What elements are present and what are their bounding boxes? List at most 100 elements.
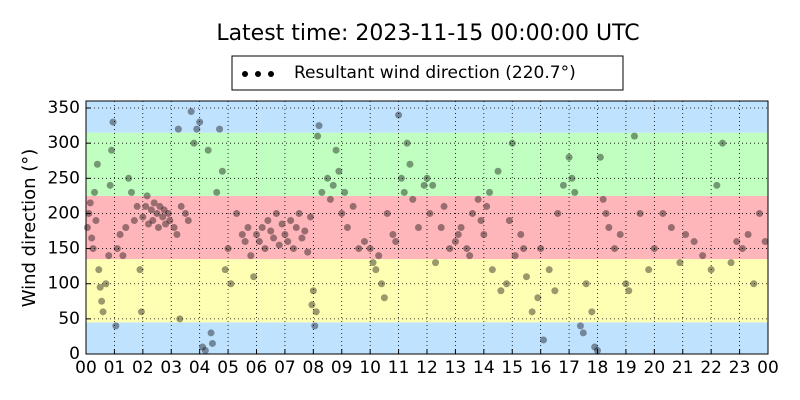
point — [139, 213, 147, 221]
point — [160, 206, 168, 214]
point — [707, 266, 715, 274]
point — [304, 248, 312, 256]
point — [93, 160, 101, 168]
x-tick-label: 17 — [558, 358, 580, 378]
point — [622, 280, 630, 288]
point — [105, 252, 113, 260]
series — [83, 108, 769, 354]
x-tick-label: 18 — [587, 358, 609, 378]
y-tick-label: 50 — [58, 309, 80, 329]
point — [106, 181, 114, 189]
point — [594, 346, 601, 354]
point — [605, 224, 613, 231]
point — [108, 146, 116, 154]
point — [207, 329, 215, 337]
point — [125, 174, 133, 182]
point — [216, 125, 224, 133]
point — [190, 139, 198, 147]
point — [281, 231, 289, 239]
point — [278, 220, 286, 228]
chart-title: Latest time: 2023-11-15 00:00:00 UTC — [216, 21, 639, 46]
point — [437, 224, 445, 231]
point — [528, 308, 536, 316]
point — [505, 216, 513, 224]
point — [545, 266, 553, 274]
point — [159, 213, 167, 221]
point — [95, 266, 103, 274]
point — [713, 181, 721, 189]
point — [96, 283, 104, 291]
point — [162, 220, 170, 228]
point — [406, 160, 414, 168]
point — [522, 273, 530, 281]
point — [403, 139, 411, 147]
y-axis-label: Wind direction (°) — [19, 149, 40, 308]
point — [170, 224, 178, 231]
x-tick-label: 04 — [189, 358, 211, 378]
point — [227, 280, 235, 288]
x-tick-label: 19 — [615, 358, 637, 378]
point — [625, 287, 633, 295]
point — [221, 266, 229, 274]
point — [596, 153, 604, 161]
x-tick-label: 00 — [757, 358, 779, 378]
point — [312, 308, 320, 316]
point — [301, 227, 309, 235]
point — [309, 287, 317, 295]
x-tick-label: 20 — [644, 358, 666, 378]
point — [682, 231, 690, 239]
point — [497, 287, 505, 295]
point — [744, 231, 752, 239]
point — [284, 238, 292, 246]
point — [576, 322, 584, 330]
point — [423, 174, 431, 182]
point — [208, 339, 216, 347]
point — [136, 266, 144, 274]
point — [690, 238, 698, 246]
point — [332, 146, 340, 154]
point — [326, 195, 334, 203]
point — [503, 280, 511, 288]
point — [272, 209, 280, 217]
point — [174, 125, 182, 133]
point — [149, 216, 157, 224]
x-tick-label: 13 — [445, 358, 467, 378]
point — [311, 322, 319, 330]
point — [275, 241, 283, 249]
point — [659, 209, 667, 217]
point — [176, 315, 184, 323]
x-tick-label: 22 — [700, 358, 722, 378]
point — [369, 259, 377, 267]
point — [329, 181, 337, 189]
y-tick-label: 150 — [48, 239, 80, 259]
point — [166, 216, 174, 224]
point — [102, 280, 110, 288]
point — [341, 188, 349, 196]
point — [537, 245, 545, 253]
point — [335, 167, 343, 175]
point — [343, 224, 351, 231]
point — [145, 220, 153, 228]
point — [267, 227, 275, 235]
point — [451, 238, 459, 246]
point — [650, 245, 658, 253]
point — [143, 192, 151, 200]
point — [193, 125, 201, 133]
point — [630, 132, 638, 140]
legend-marker — [268, 71, 274, 77]
point — [314, 132, 322, 140]
point — [582, 280, 590, 288]
point — [255, 238, 263, 246]
point — [156, 202, 164, 210]
point — [287, 216, 295, 224]
point — [289, 245, 297, 253]
point — [292, 224, 300, 231]
point — [119, 252, 127, 260]
x-tick-label: 11 — [388, 358, 410, 378]
point — [389, 231, 397, 239]
point — [551, 287, 559, 295]
point — [204, 146, 212, 154]
point — [667, 224, 675, 231]
x-tick-label: 03 — [160, 358, 182, 378]
